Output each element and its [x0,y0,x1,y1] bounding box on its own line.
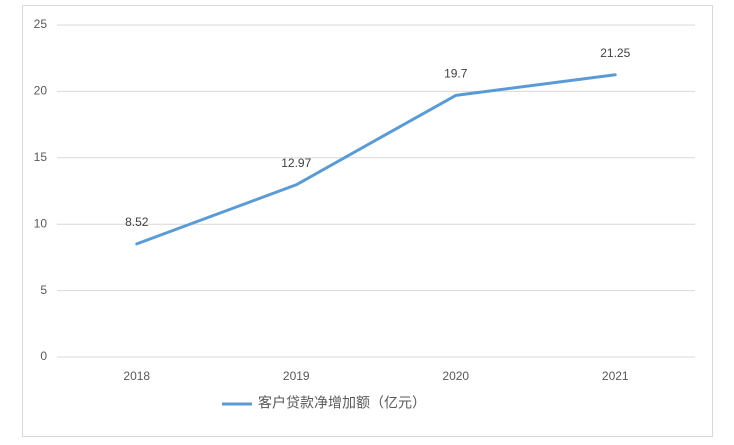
data-label: 19.7 [444,67,468,81]
x-tick-label: 2018 [123,369,150,383]
x-tick-label: 2021 [602,369,629,383]
line-series [135,73,617,246]
x-tick-label: 2020 [442,369,469,383]
data-label: 8.52 [125,215,149,229]
y-tick-label: 10 [34,216,48,230]
x-tick-label: 2019 [283,369,310,383]
y-tick-label: 20 [34,84,48,98]
y-tick-label: 0 [40,349,47,363]
y-tick-label: 25 [34,17,48,31]
y-tick-label: 5 [40,283,47,297]
data-label: 21.25 [600,46,630,60]
legend-label: 客户贷款净增加额（亿元） [258,395,426,411]
data-label: 12.97 [281,156,311,170]
y-tick-label: 15 [34,150,48,164]
